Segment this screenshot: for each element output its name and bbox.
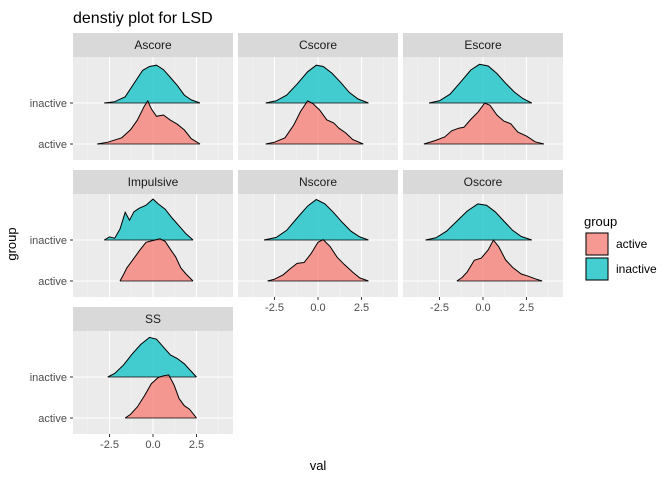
- facet-panel: Cscore: [238, 33, 398, 160]
- density-ridge-active: [125, 374, 197, 418]
- x-tick-label: 0.0: [310, 302, 325, 314]
- x-tick-label: -2.5: [265, 302, 284, 314]
- legend-label: inactive: [616, 262, 657, 276]
- x-tick-label: 2.5: [189, 439, 204, 451]
- facet-label: Cscore: [299, 38, 337, 52]
- x-tick-label: 0.0: [145, 439, 160, 451]
- density-ridge-active: [267, 239, 369, 281]
- density-ridge-inactive: [107, 337, 197, 377]
- y-tick-label: inactive: [30, 98, 67, 110]
- density-outline-active: [97, 99, 201, 145]
- x-tick-label: -2.5: [430, 302, 449, 314]
- facet-panel: Escore: [403, 33, 563, 160]
- density-ridge-inactive: [104, 199, 193, 240]
- density-ridge-inactive: [425, 203, 532, 240]
- legend: group active inactive: [584, 214, 657, 281]
- density-ridge-inactive: [104, 65, 200, 103]
- y-tick-label: active: [38, 413, 67, 425]
- x-tick-label: 2.5: [354, 302, 369, 314]
- density-outline-inactive: [425, 203, 532, 241]
- legend-swatch-inactive: [585, 257, 609, 281]
- facet-strip: [403, 170, 563, 194]
- density-outline-active: [124, 374, 197, 419]
- chart-title: denstiy plot for LSD: [73, 10, 213, 27]
- density-ridge-active: [97, 100, 200, 144]
- density-ridge-active: [423, 103, 544, 144]
- facet-strip: [73, 170, 233, 194]
- facet-label: Ascore: [134, 38, 172, 52]
- density-outline-inactive: [107, 336, 197, 378]
- density-ridge-inactive: [429, 64, 532, 103]
- facet-panel: Impulsive active inactive: [30, 170, 233, 297]
- legend-swatch-active: [585, 232, 609, 256]
- facet-panel: SS active inactive -2.5 0.0 2.5: [30, 307, 233, 451]
- facet-label: Oscore: [464, 175, 503, 189]
- facet-strip: [73, 33, 233, 57]
- legend-label: active: [616, 237, 648, 251]
- y-tick-label: active: [38, 139, 67, 151]
- facet-strip: [403, 33, 563, 57]
- facet-panel: Ascore active inactive: [30, 33, 233, 160]
- density-outline-inactive: [263, 198, 369, 241]
- y-axis-title: group: [4, 227, 19, 260]
- density-outline-inactive: [104, 64, 201, 104]
- facet-panel: Nscore -2.5 0.0 2.5: [238, 170, 398, 314]
- facet-strip: [238, 33, 398, 57]
- facet-strip: [73, 307, 233, 331]
- legend-title: group: [584, 214, 617, 229]
- density-outline-active: [423, 102, 545, 145]
- x-tick-label: 2.5: [519, 302, 534, 314]
- density-ridge-active: [456, 240, 543, 281]
- facet-panels: Ascore active inactive Cscore Escore Impulsiv…: [30, 33, 563, 451]
- y-tick-label: active: [38, 276, 67, 288]
- density-ridge-inactive: [265, 65, 369, 103]
- facet-label: SS: [145, 312, 161, 326]
- x-axis-title: val: [310, 458, 327, 473]
- density-ridge-active: [120, 238, 193, 281]
- y-tick-label: inactive: [30, 372, 67, 384]
- density-ridge-inactive: [264, 199, 369, 240]
- density-outline-inactive: [104, 198, 194, 241]
- facet-label: Impulsive: [128, 175, 179, 189]
- x-tick-label: 0.0: [475, 302, 490, 314]
- density-outline-active: [119, 238, 194, 282]
- facet-label: Nscore: [299, 175, 337, 189]
- x-tick-label: -2.5: [100, 439, 119, 451]
- density-outline-active: [265, 100, 364, 145]
- facet-strip: [238, 170, 398, 194]
- legend-items: active inactive: [585, 232, 657, 281]
- facet-label: Escore: [464, 38, 502, 52]
- density-outline-active: [456, 239, 543, 282]
- density-outline-active: [267, 238, 369, 282]
- density-outline-inactive: [428, 63, 532, 104]
- facet-panel: Oscore -2.5 0.0 2.5: [403, 170, 563, 314]
- y-tick-label: inactive: [30, 235, 67, 247]
- density-outline-inactive: [265, 64, 369, 104]
- density-ridge-active: [265, 100, 364, 144]
